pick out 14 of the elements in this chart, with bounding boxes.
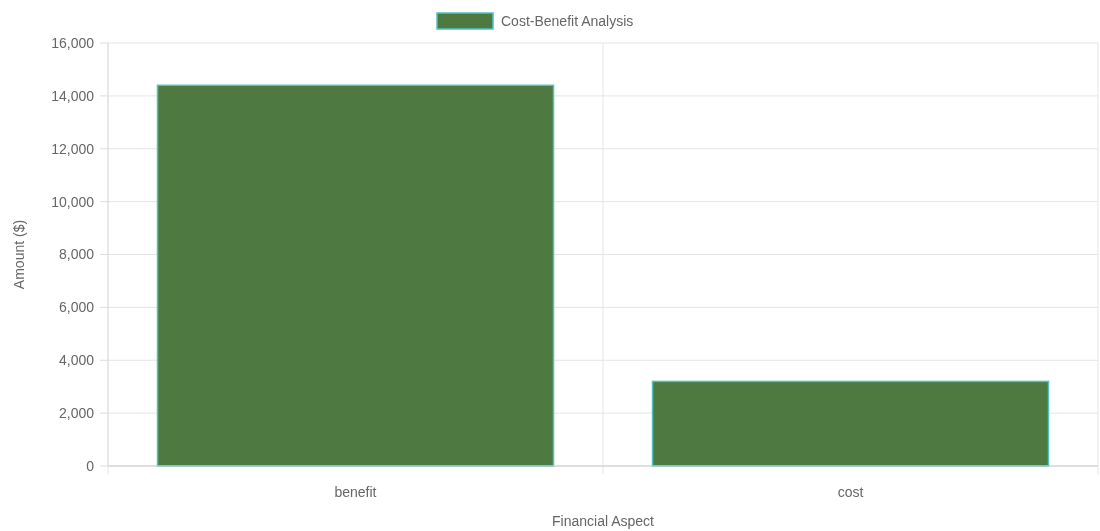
y-tick-label: 14,000: [51, 87, 95, 104]
y-axis-title: Amount ($): [11, 219, 27, 290]
y-tick-label: 16,000: [51, 34, 95, 51]
legend-label: Cost-Benefit Analysis: [501, 12, 634, 29]
y-tick-label: 4,000: [58, 352, 95, 369]
y-tick-label: 10,000: [51, 193, 95, 210]
y-tick-label: 6,000: [58, 299, 95, 316]
y-tick-label: 2,000: [58, 405, 95, 422]
y-tick-label: 8,000: [58, 246, 95, 263]
y-tick-label: 0: [86, 457, 95, 474]
x-tick-label: benefit: [334, 484, 377, 500]
y-tick-label: 12,000: [51, 140, 95, 157]
x-tick-label: cost: [837, 484, 864, 500]
x-axis-title: Financial Aspect: [552, 513, 655, 529]
